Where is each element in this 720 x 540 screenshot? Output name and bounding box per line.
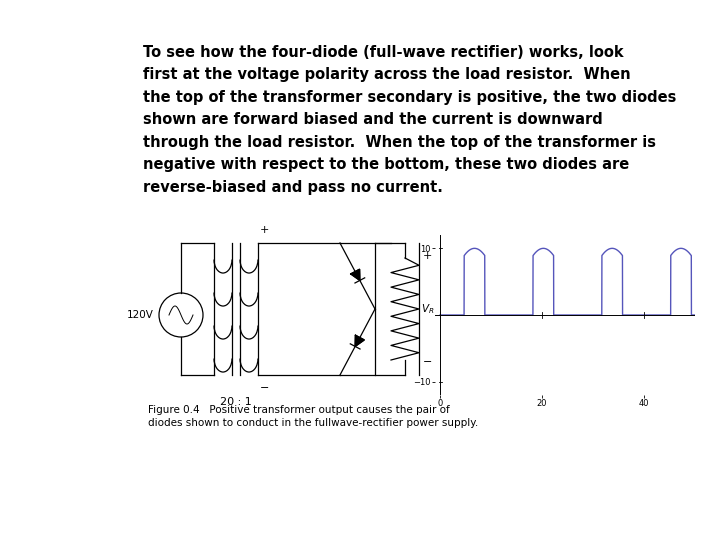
Text: reverse-biased and pass no current.: reverse-biased and pass no current. — [143, 180, 443, 195]
Text: −: − — [260, 383, 269, 393]
Polygon shape — [355, 335, 364, 347]
Text: +: + — [423, 251, 433, 261]
Text: first at the voltage polarity across the load resistor.  When: first at the voltage polarity across the… — [143, 68, 631, 83]
Polygon shape — [351, 269, 360, 280]
Text: through the load resistor.  When the top of the transformer is: through the load resistor. When the top … — [143, 135, 656, 150]
Text: the top of the transformer secondary is positive, the two diodes: the top of the transformer secondary is … — [143, 90, 676, 105]
Text: $V_R$: $V_R$ — [421, 302, 434, 316]
Text: To see how the four-diode (full-wave rectifier) works, look: To see how the four-diode (full-wave rec… — [143, 45, 624, 60]
Text: shown are forward biased and the current is downward: shown are forward biased and the current… — [143, 112, 603, 127]
Text: Figure 0.4   Positive transformer output causes the pair of: Figure 0.4 Positive transformer output c… — [148, 405, 450, 415]
Text: −: − — [423, 357, 433, 367]
Text: 120V: 120V — [127, 310, 154, 320]
Text: diodes shown to conduct in the fullwave-rectifier power supply.: diodes shown to conduct in the fullwave-… — [148, 418, 478, 428]
Text: +: + — [260, 225, 269, 235]
Text: 20 : 1: 20 : 1 — [220, 397, 252, 407]
Text: negative with respect to the bottom, these two diodes are: negative with respect to the bottom, the… — [143, 158, 629, 172]
